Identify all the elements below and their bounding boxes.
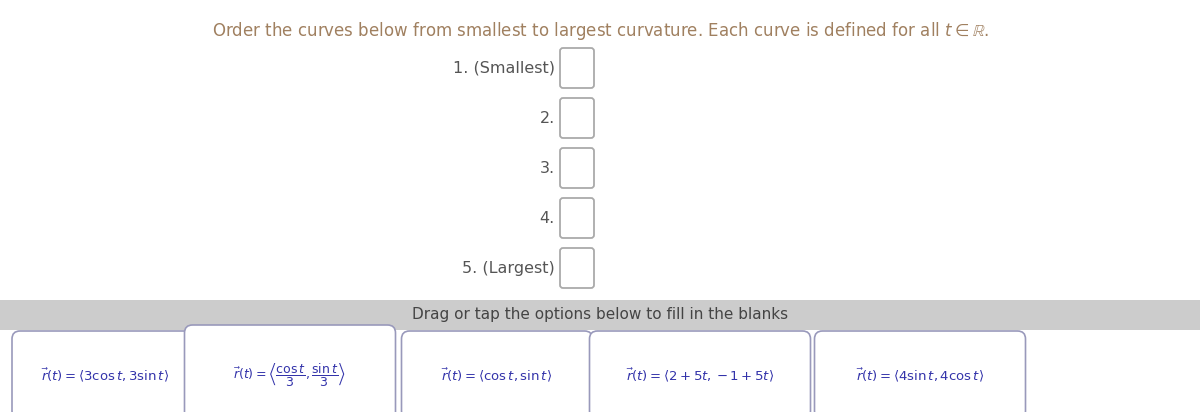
FancyBboxPatch shape	[12, 331, 198, 412]
Text: 3.: 3.	[540, 161, 554, 176]
Text: $\vec{r}(t) = \left\langle\dfrac{\cos t}{3}, \dfrac{\sin t}{3}\right\rangle$: $\vec{r}(t) = \left\langle\dfrac{\cos t}…	[234, 361, 347, 389]
Text: $\vec{r}(t) = \langle 2+5t, -1+5t\rangle$: $\vec{r}(t) = \langle 2+5t, -1+5t\rangle…	[626, 366, 774, 384]
Text: 5. (Largest): 5. (Largest)	[462, 260, 554, 276]
Text: Drag or tap the options below to fill in the blanks: Drag or tap the options below to fill in…	[412, 307, 788, 323]
Text: $\vec{r}(t) = \langle 3\cos t, 3\sin t\rangle$: $\vec{r}(t) = \langle 3\cos t, 3\sin t\r…	[41, 366, 169, 384]
FancyBboxPatch shape	[815, 331, 1026, 412]
FancyBboxPatch shape	[560, 148, 594, 188]
FancyBboxPatch shape	[560, 48, 594, 88]
Text: 4.: 4.	[540, 211, 554, 225]
Text: 1. (Smallest): 1. (Smallest)	[454, 61, 554, 75]
Text: $\vec{r}(t) = \langle 4\sin t, 4\cos t\rangle$: $\vec{r}(t) = \langle 4\sin t, 4\cos t\r…	[856, 366, 984, 384]
FancyBboxPatch shape	[185, 325, 396, 412]
Bar	[0, 300, 1200, 330]
FancyBboxPatch shape	[560, 198, 594, 238]
Text: $\vec{r}(t) = \langle\cos t, \sin t\rangle$: $\vec{r}(t) = \langle\cos t, \sin t\rang…	[442, 366, 552, 384]
FancyBboxPatch shape	[560, 248, 594, 288]
FancyBboxPatch shape	[402, 331, 593, 412]
FancyBboxPatch shape	[589, 331, 810, 412]
Text: 2.: 2.	[540, 110, 554, 126]
FancyBboxPatch shape	[560, 98, 594, 138]
Text: Order the curves below from smallest to largest curvature. Each curve is defined: Order the curves below from smallest to …	[211, 20, 989, 42]
